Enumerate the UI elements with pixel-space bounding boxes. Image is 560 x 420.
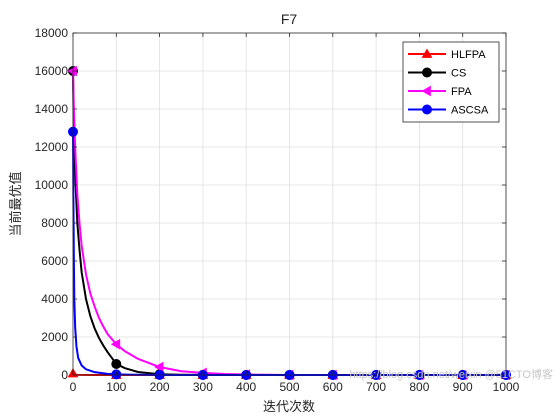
legend-label-fpa: FPA — [451, 86, 472, 98]
x-tick-label: 100 — [106, 380, 126, 394]
series-marker-fpa — [154, 361, 164, 373]
axis-ticks: 0 100 200 300 400 500 600 700 800 900 100002000400… — [35, 26, 520, 394]
legend-label-cs: CS — [451, 68, 466, 80]
y-tick-label: 8000 — [41, 216, 68, 230]
y-tick-label: 6000 — [41, 254, 68, 268]
chart-title: F7 — [281, 11, 298, 27]
x-tick-label: 500 — [279, 380, 299, 394]
y-axis-label: 当前最优值 — [8, 171, 24, 236]
x-tick-label: 300 — [193, 380, 213, 394]
y-tick-label: 16000 — [35, 64, 69, 78]
legend-marker-hlfpa — [421, 48, 433, 58]
legend: HLFPA CS FPA ASCSA — [402, 41, 500, 123]
legend-marker-cs — [422, 67, 432, 78]
y-tick-label: 0 — [61, 368, 68, 382]
legend-marker-fpa — [421, 85, 431, 97]
x-tick-label: 900 — [453, 380, 473, 394]
legend-marker-ascsa — [422, 104, 432, 115]
y-tick-label: 4000 — [41, 292, 68, 306]
series-marker-cs — [111, 358, 122, 369]
legend-label-hlfpa: HLFPA — [451, 49, 486, 61]
x-tick-label: 700 — [366, 380, 386, 394]
legend-label-ascsa: ASCSA — [451, 105, 489, 117]
y-tick-label: 10000 — [35, 178, 69, 192]
x-tick-label: 1000 — [493, 380, 520, 394]
y-tick-label: 12000 — [35, 140, 69, 154]
watermark-text: https://blog.csdn.net/weixin @51CTO博客 — [349, 367, 553, 381]
y-tick-label: 2000 — [41, 330, 68, 344]
series-marker-fpa — [110, 338, 121, 350]
y-tick-label: 14000 — [35, 102, 69, 116]
x-tick-label: 200 — [150, 380, 170, 394]
x-tick-label: 600 — [323, 380, 343, 394]
x-axis-label: 迭代次数 — [263, 399, 315, 415]
x-tick-label: 800 — [409, 380, 429, 394]
y-tick-label: 18000 — [35, 26, 69, 40]
x-tick-label: 400 — [236, 380, 256, 394]
x-tick-label: 0 — [70, 380, 77, 394]
